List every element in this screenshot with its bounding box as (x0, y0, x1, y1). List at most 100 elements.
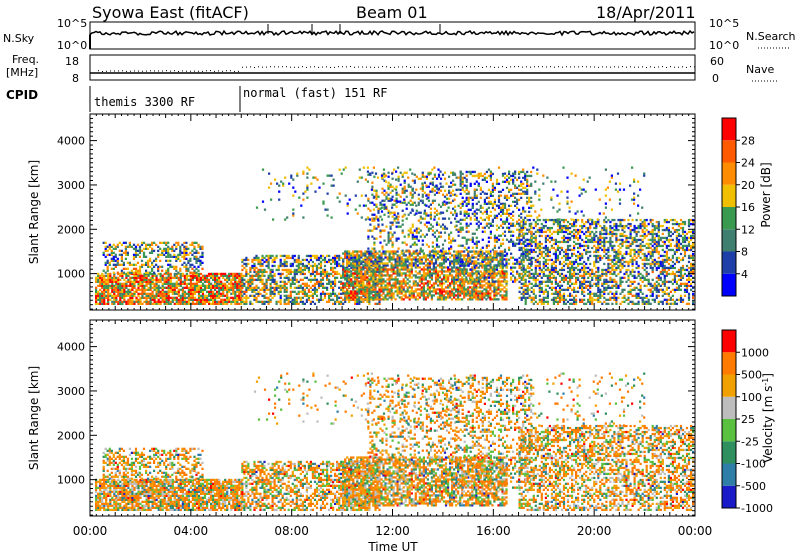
heatmap-cell (123, 272, 126, 276)
heatmap-cell (145, 247, 148, 250)
heatmap-cell (384, 264, 387, 267)
heatmap-cell (287, 278, 290, 281)
heatmap-cell (524, 296, 527, 299)
heatmap-cell (267, 296, 270, 299)
heatmap-cell (253, 266, 256, 270)
heatmap-cell (131, 282, 134, 285)
heatmap-cell (348, 294, 351, 297)
heatmap-cell (432, 288, 435, 291)
heatmap-cell (475, 276, 478, 279)
heatmap-cell (175, 241, 178, 244)
heatmap-cell (497, 238, 501, 241)
heatmap-cell (247, 278, 250, 281)
heatmap-cell (459, 210, 462, 213)
heatmap-cell (461, 280, 464, 283)
heatmap-cell (171, 265, 174, 268)
heatmap-cell (417, 193, 420, 196)
heatmap-cell (167, 263, 170, 266)
heatmap-cell (491, 220, 494, 223)
heatmap-cell (354, 302, 357, 305)
heatmap-cell (434, 292, 438, 295)
heatmap-cell (487, 252, 490, 255)
nsky-panel: 10^5 10^0 10^5 10^0 N.Sky N.Search (3, 17, 796, 52)
heatmap-cell (128, 263, 131, 266)
heatmap-cell (297, 286, 300, 289)
heatmap-cell (147, 300, 150, 303)
heatmap-cell (159, 296, 162, 299)
heatmap-cell (398, 290, 401, 293)
heatmap-cell (177, 272, 180, 276)
heatmap-cell (438, 290, 442, 293)
heatmap-cell (107, 280, 110, 283)
heatmap-cell (491, 202, 494, 205)
heatmap-cell (161, 292, 164, 295)
heatmap-cell (295, 302, 298, 305)
heatmap-cell (245, 256, 248, 260)
heatmap-cell (380, 266, 383, 269)
heatmap-cell (214, 284, 217, 287)
heatmap-cell (319, 274, 323, 277)
heatmap-cell (367, 235, 370, 238)
heatmap-cell (487, 200, 490, 203)
heatmap-cell (438, 256, 442, 259)
heatmap-cell (526, 178, 529, 181)
heatmap-cell (311, 272, 314, 276)
heatmap-cell (528, 274, 531, 277)
heatmap-cell (346, 252, 349, 255)
heatmap-cell (402, 278, 405, 281)
heatmap-cell (352, 252, 355, 255)
heatmap-cell (428, 264, 431, 267)
heatmap-cell (505, 266, 509, 269)
heatmap-cell (397, 221, 400, 224)
heatmap-cell (495, 268, 499, 271)
heatmap-cell (169, 253, 172, 256)
heatmap-cell (398, 260, 401, 263)
heatmap-cell (528, 294, 531, 297)
heatmap-cell (147, 274, 150, 277)
heatmap-cell (313, 288, 317, 291)
heatmap-cell (350, 272, 353, 276)
heatmap-cell (431, 225, 434, 228)
heatmap-cell (358, 266, 361, 269)
heatmap-cell (317, 258, 321, 262)
heatmap-cell (408, 296, 411, 299)
heatmap-cell (151, 247, 154, 250)
heatmap-cell (344, 254, 347, 257)
heatmap-cell (408, 270, 411, 273)
heatmap-cell (508, 248, 511, 251)
heatmap-cell (473, 242, 476, 245)
heatmap-cell (485, 196, 488, 199)
heatmap-cell (338, 292, 341, 295)
heatmap-cell (395, 215, 398, 218)
heatmap-cell (530, 264, 533, 267)
heatmap-cell (117, 300, 120, 303)
heatmap-cell (330, 262, 333, 266)
heatmap-cell (287, 302, 290, 305)
heatmap-cell (489, 298, 492, 301)
heatmap-cell (491, 274, 494, 277)
heatmap-cell (429, 207, 432, 210)
heatmap-cell (424, 254, 427, 257)
heatmap-cell (281, 272, 284, 276)
heatmap-cell (354, 278, 357, 281)
heatmap-cell (405, 171, 408, 174)
heatmap-cell (421, 173, 424, 176)
heatmap-cell (99, 280, 102, 283)
heatmap-cell (334, 254, 337, 258)
heatmap-cell (236, 282, 239, 285)
heatmap-cell (473, 182, 476, 185)
heatmap-cell (374, 276, 377, 279)
heatmap-cell (378, 264, 381, 267)
heatmap-cell (181, 243, 184, 246)
heatmap-cell (495, 236, 499, 239)
heatmap-cell (356, 258, 359, 261)
heatmap-cell (123, 286, 126, 289)
heatmap-cell (471, 280, 474, 283)
heatmap-cell (265, 260, 268, 264)
heatmap-cell (444, 258, 448, 261)
heatmap-cell (397, 215, 400, 218)
heatmap-cell (376, 296, 379, 299)
heatmap-cell (159, 253, 162, 256)
heatmap-cell (395, 197, 398, 200)
heatmap-cell (142, 253, 146, 256)
